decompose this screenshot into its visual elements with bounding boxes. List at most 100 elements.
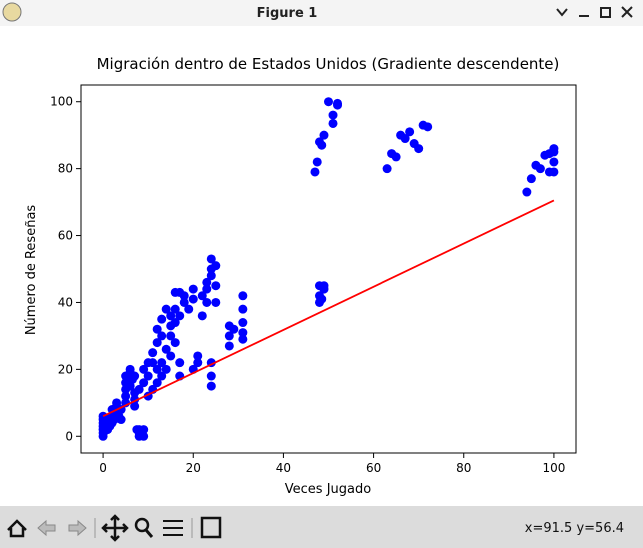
point	[522, 187, 532, 197]
point	[400, 134, 410, 144]
point	[143, 371, 153, 381]
point	[170, 318, 180, 328]
point	[184, 304, 194, 314]
chart-title: Migración dentro de Estados Unidos (Grad…	[97, 55, 560, 73]
point	[175, 311, 185, 321]
plot-frame	[80, 84, 577, 454]
point	[229, 324, 239, 334]
x-tick-label: 20	[186, 461, 201, 475]
chart: Migración dentro de Estados Unidos (Grad…	[24, 55, 577, 497]
point	[319, 281, 329, 291]
point	[179, 291, 189, 301]
point	[197, 311, 207, 321]
point	[188, 284, 198, 294]
menu-button[interactable]	[556, 8, 568, 17]
point	[328, 110, 338, 120]
point	[170, 304, 180, 314]
point	[211, 261, 221, 271]
point	[206, 381, 216, 391]
x-tick-label: 80	[456, 461, 471, 475]
point	[152, 364, 162, 374]
point	[179, 297, 189, 307]
back-button[interactable]	[37, 519, 56, 537]
point	[157, 331, 167, 341]
point	[312, 157, 322, 167]
point	[202, 297, 212, 307]
point	[319, 130, 329, 140]
point	[130, 401, 140, 411]
point	[202, 284, 212, 294]
point	[206, 271, 216, 281]
close-button[interactable]	[621, 6, 633, 18]
point	[391, 152, 401, 162]
point	[238, 291, 248, 301]
point	[125, 364, 135, 374]
point	[132, 425, 142, 435]
point	[317, 140, 327, 150]
point	[197, 291, 207, 301]
maximize-button[interactable]	[600, 7, 611, 18]
point	[324, 97, 333, 107]
y-axis-label: Número de Reseñas	[24, 205, 39, 336]
point	[202, 277, 212, 287]
point	[526, 174, 536, 184]
y-tick-label: 100	[50, 95, 73, 109]
point	[549, 147, 559, 157]
x-axis-label: Veces Jugado	[285, 482, 371, 497]
zoom-button[interactable]	[134, 517, 150, 533]
point	[317, 294, 327, 304]
point	[211, 281, 221, 291]
point	[152, 338, 162, 348]
point	[193, 358, 203, 368]
point	[414, 144, 424, 154]
y-tick-label: 40	[58, 295, 73, 309]
point	[161, 344, 171, 354]
point	[157, 371, 167, 381]
point	[148, 358, 158, 368]
configure-button[interactable]	[163, 520, 183, 536]
y-tick-label: 0	[65, 429, 73, 443]
point	[328, 118, 338, 128]
point	[161, 364, 171, 374]
point	[166, 351, 176, 361]
point	[166, 311, 176, 321]
point	[549, 157, 559, 167]
fit-line	[102, 199, 555, 418]
point	[116, 415, 126, 425]
x-tick-label: 0	[99, 461, 107, 475]
save-button[interactable]	[200, 516, 222, 539]
point	[405, 127, 415, 137]
point	[130, 371, 140, 381]
point	[166, 331, 176, 341]
point	[139, 431, 149, 441]
point	[112, 398, 122, 408]
point	[238, 328, 248, 338]
x-tick-label: 40	[276, 461, 291, 475]
y-tick-label: 80	[58, 162, 73, 176]
point	[157, 358, 167, 368]
point	[423, 122, 433, 132]
point	[238, 334, 248, 344]
x-tick-label: 100	[542, 461, 565, 475]
point	[211, 297, 221, 307]
point	[139, 378, 149, 388]
point	[121, 391, 131, 401]
point	[152, 378, 162, 388]
x-tick-label: 60	[366, 461, 381, 475]
home-button[interactable]	[7, 519, 27, 538]
point	[333, 98, 343, 108]
forward-button[interactable]	[68, 519, 87, 537]
window-title: Figure 1	[257, 6, 318, 21]
pan-button[interactable]	[101, 514, 129, 542]
point	[175, 358, 185, 368]
point	[206, 371, 216, 381]
y-tick-label: 60	[58, 229, 73, 243]
point	[188, 294, 198, 304]
point	[161, 304, 171, 314]
y-tick-label: 20	[58, 362, 73, 376]
point	[157, 314, 167, 324]
point	[152, 324, 162, 334]
point	[139, 364, 149, 374]
